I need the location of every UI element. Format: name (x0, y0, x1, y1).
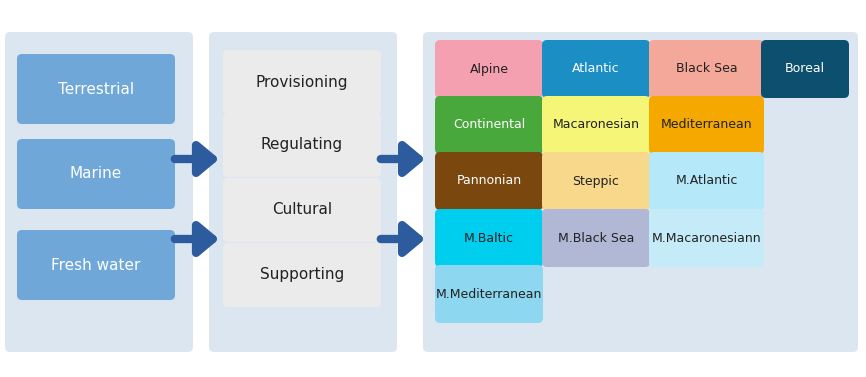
Text: Steppic: Steppic (572, 175, 619, 187)
FancyBboxPatch shape (435, 209, 543, 267)
Text: Boreal: Boreal (785, 63, 825, 75)
Text: Terrestrial: Terrestrial (58, 81, 134, 97)
Text: M.Mediterranean: M.Mediterranean (436, 288, 542, 300)
FancyBboxPatch shape (542, 40, 650, 98)
FancyBboxPatch shape (542, 209, 650, 267)
FancyBboxPatch shape (435, 96, 543, 154)
FancyBboxPatch shape (223, 178, 381, 242)
Text: Cultural: Cultural (272, 202, 332, 218)
Text: Pannonian: Pannonian (456, 175, 521, 187)
FancyBboxPatch shape (17, 54, 175, 124)
Text: Atlantic: Atlantic (572, 63, 620, 75)
Text: Macaronesian: Macaronesian (553, 118, 639, 132)
Text: Marine: Marine (70, 167, 122, 181)
FancyBboxPatch shape (223, 113, 381, 177)
Text: Mediterranean: Mediterranean (661, 118, 753, 132)
FancyBboxPatch shape (223, 50, 381, 114)
FancyBboxPatch shape (17, 230, 175, 300)
FancyBboxPatch shape (542, 152, 650, 210)
Text: M.Macaronesiann: M.Macaronesiann (652, 231, 761, 245)
FancyBboxPatch shape (649, 152, 764, 210)
FancyBboxPatch shape (5, 32, 193, 352)
Text: Supporting: Supporting (260, 268, 344, 282)
Text: Regulating: Regulating (261, 138, 343, 153)
Text: Alpine: Alpine (469, 63, 508, 75)
FancyBboxPatch shape (17, 139, 175, 209)
FancyBboxPatch shape (209, 32, 397, 352)
Text: Continental: Continental (453, 118, 525, 132)
FancyBboxPatch shape (223, 243, 381, 307)
Text: M.Baltic: M.Baltic (464, 231, 514, 245)
FancyBboxPatch shape (761, 40, 849, 98)
Text: Fresh water: Fresh water (51, 257, 140, 273)
FancyBboxPatch shape (423, 32, 858, 352)
Text: M.Black Sea: M.Black Sea (558, 231, 634, 245)
FancyBboxPatch shape (649, 209, 764, 267)
FancyBboxPatch shape (542, 96, 650, 154)
FancyBboxPatch shape (649, 96, 764, 154)
FancyBboxPatch shape (435, 40, 543, 98)
FancyBboxPatch shape (649, 40, 764, 98)
Text: M.Atlantic: M.Atlantic (675, 175, 738, 187)
Text: Provisioning: Provisioning (255, 75, 348, 89)
Text: Black Sea: Black Sea (675, 63, 737, 75)
FancyBboxPatch shape (435, 152, 543, 210)
FancyBboxPatch shape (435, 265, 543, 323)
